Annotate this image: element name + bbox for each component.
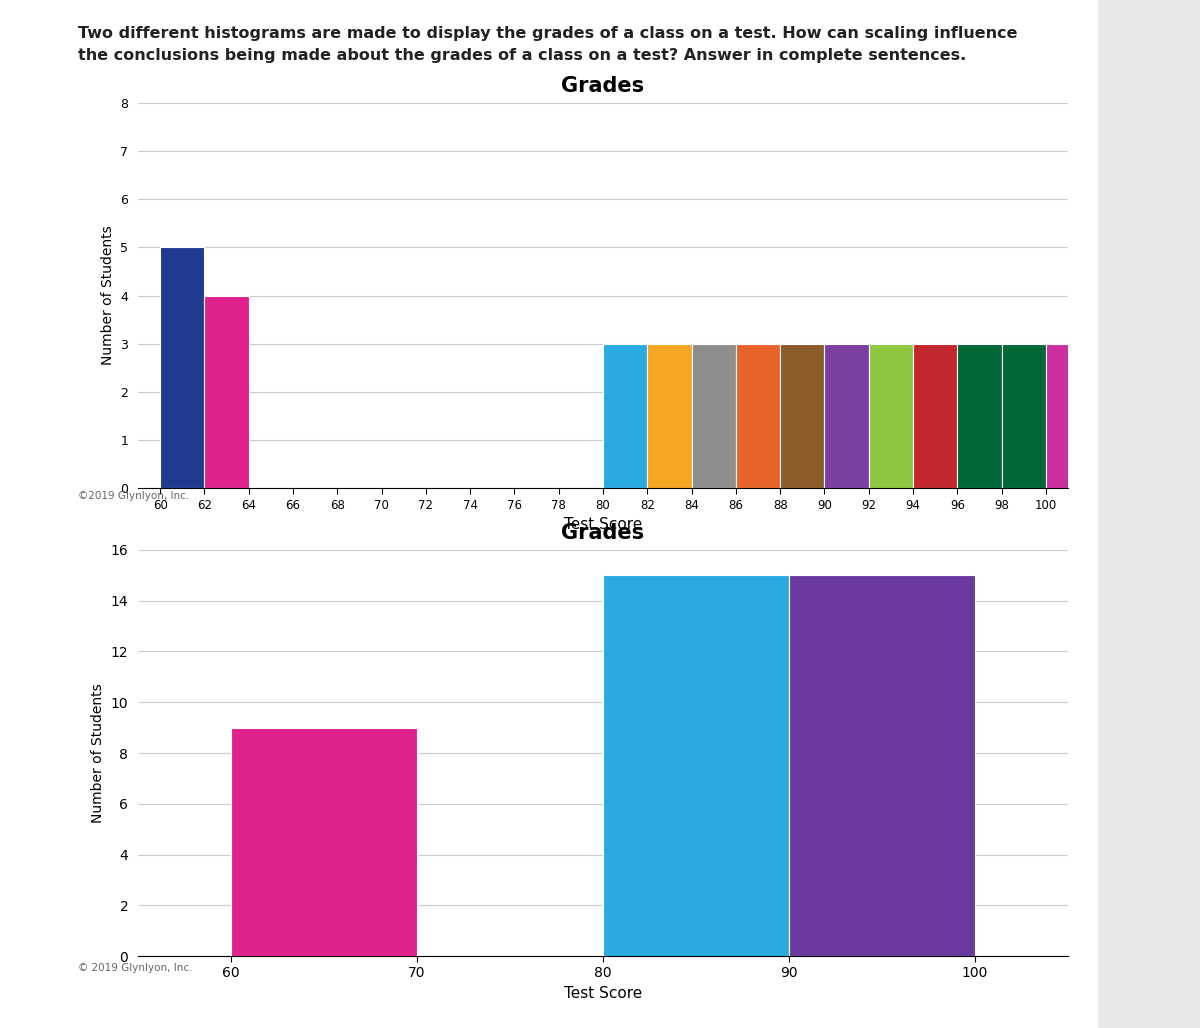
Text: the conclusions being made about the grades of a class on a test? Answer in comp: the conclusions being made about the gra… — [78, 48, 966, 64]
X-axis label: Test Score: Test Score — [564, 986, 642, 1001]
Bar — [160, 248, 204, 488]
Bar — [958, 343, 1002, 488]
Bar — [790, 576, 976, 956]
Bar — [1002, 343, 1046, 488]
Bar — [869, 343, 913, 488]
Y-axis label: Number of Students: Number of Students — [101, 226, 115, 365]
Title: Grades: Grades — [562, 76, 644, 96]
Y-axis label: Number of Students: Number of Students — [91, 684, 104, 822]
Bar — [602, 576, 790, 956]
Title: Grades: Grades — [562, 523, 644, 543]
Bar — [780, 343, 824, 488]
Bar — [824, 343, 869, 488]
Bar — [204, 296, 248, 488]
Bar — [1046, 343, 1090, 488]
Bar — [647, 343, 691, 488]
X-axis label: Test Score: Test Score — [564, 517, 642, 533]
Bar — [604, 343, 647, 488]
Text: © 2019 Glynlyon, Inc.: © 2019 Glynlyon, Inc. — [78, 963, 192, 974]
Bar — [913, 343, 958, 488]
Text: ©2019 Glynlyon, Inc.: ©2019 Glynlyon, Inc. — [78, 490, 190, 501]
Bar — [230, 728, 416, 956]
Text: Two different histograms are made to display the grades of a class on a test. Ho: Two different histograms are made to dis… — [78, 26, 1018, 41]
Bar — [691, 343, 736, 488]
Bar — [736, 343, 780, 488]
